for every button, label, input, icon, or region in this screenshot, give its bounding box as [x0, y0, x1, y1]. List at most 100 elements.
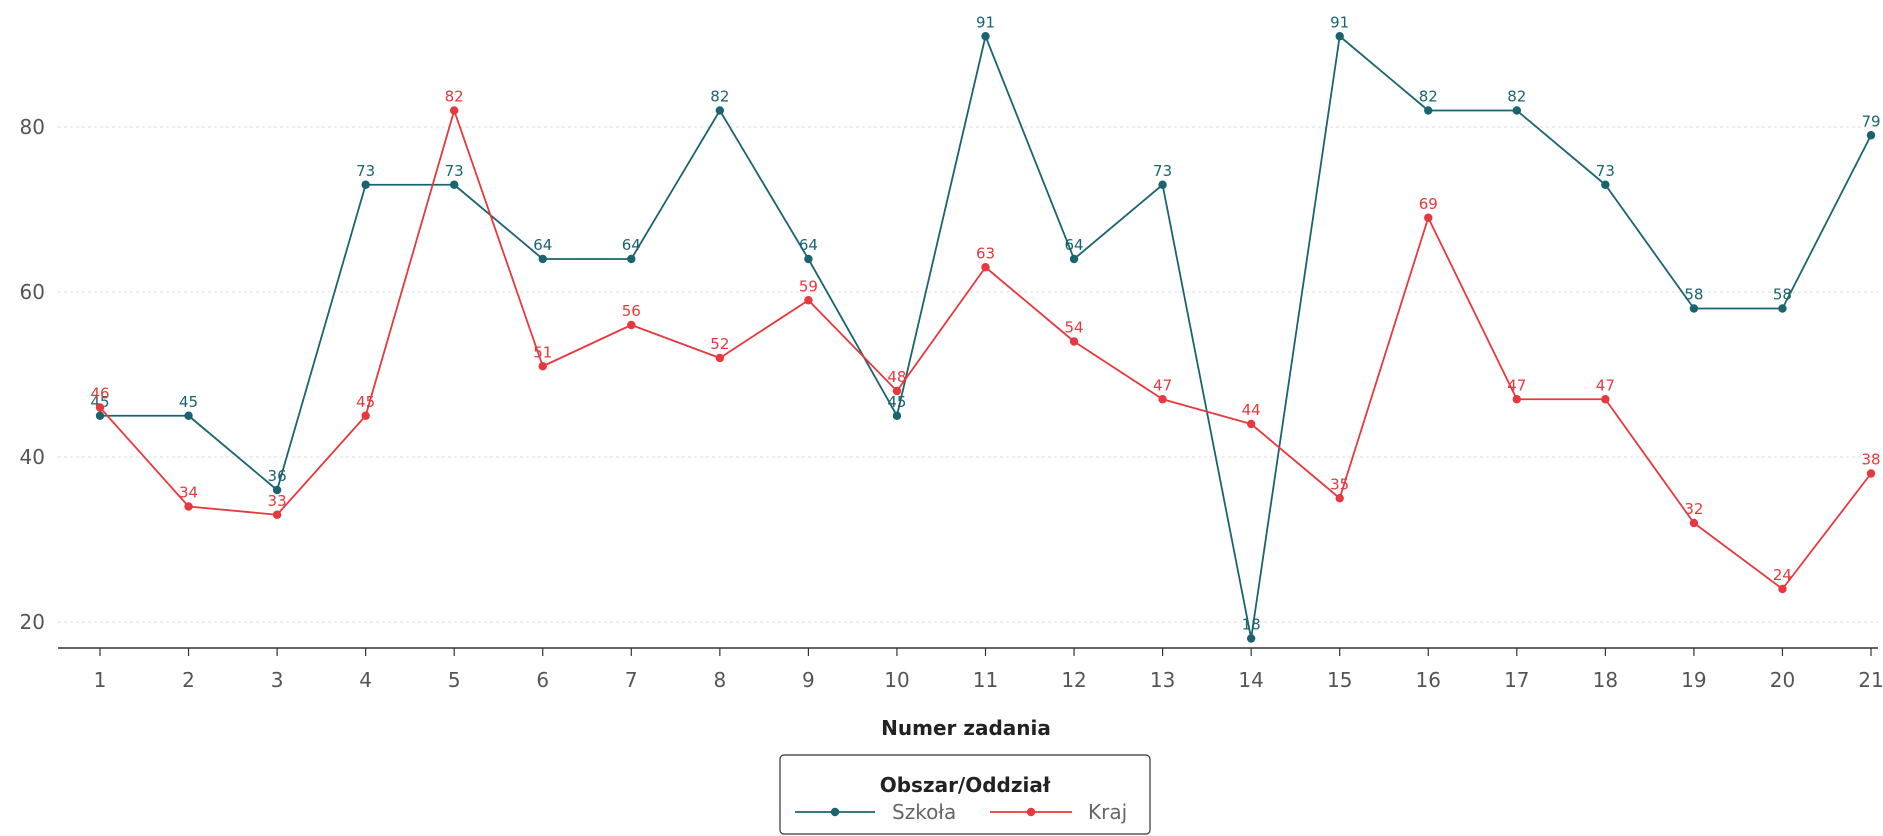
x-tick-label-7: 7	[625, 668, 638, 692]
x-tick-label-10: 10	[884, 668, 909, 692]
data-point-s2-x4	[361, 411, 370, 420]
y-tick-label-60: 60	[20, 280, 45, 304]
data-point-s1-x15	[1335, 32, 1344, 41]
data-point-s1-x14	[1246, 634, 1256, 643]
data-point-s2-x11	[981, 263, 990, 272]
data-point-s2-x14	[1246, 419, 1256, 429]
data-label-s2-x4: 45	[356, 393, 375, 411]
data-point-s2-x21	[1866, 469, 1876, 478]
data-label-s2-x21: 38	[1861, 451, 1880, 469]
x-tick-label-9: 9	[802, 668, 815, 692]
series-layer: 45 45 36 73 73 64 64 82 64 45 91 64 73 18 91 82 82 73 58 58…	[90, 13, 1881, 643]
data-point-s2-x15	[1335, 494, 1344, 503]
x-tick-label-16: 16	[1416, 668, 1441, 692]
x-tick-label-5: 5	[448, 668, 461, 692]
x-tick-label-17: 17	[1504, 668, 1529, 692]
data-point-s1-x10	[892, 411, 902, 420]
data-label-s2-x20: 24	[1773, 566, 1792, 584]
data-point-s1-x9	[804, 254, 813, 264]
data-label-s2-x6: 51	[533, 343, 552, 361]
legend-swatch-dot-1	[830, 807, 840, 817]
data-label-s2-x3: 33	[268, 492, 287, 510]
data-point-s1-x6	[538, 254, 547, 264]
y-axis-ticks: 20 40 60 80	[20, 115, 45, 634]
data-label-s2-x8: 52	[710, 335, 729, 353]
x-axis-title: Numer zadania	[881, 716, 1051, 740]
data-point-s2-x18	[1601, 395, 1610, 404]
data-point-s2-x2	[184, 502, 193, 511]
data-label-s1-x9: 64	[799, 236, 818, 254]
data-point-s1-x19	[1689, 304, 1699, 313]
data-point-s2-x6	[538, 362, 547, 371]
data-label-s2-x10: 48	[887, 368, 906, 386]
data-label-s1-x4: 73	[356, 162, 375, 180]
data-label-s1-x7: 64	[622, 236, 641, 254]
data-label-s1-x17: 82	[1507, 88, 1526, 106]
data-label-s2-x5: 82	[445, 88, 464, 106]
data-point-s2-x16	[1424, 213, 1433, 222]
data-point-s1-x18	[1601, 180, 1610, 189]
x-tick-label-20: 20	[1770, 668, 1795, 692]
legend-label-1: Szkoła	[892, 800, 956, 824]
x-tick-label-13: 13	[1150, 668, 1175, 692]
legend: Obszar/Oddział Szkoła Kraj	[779, 754, 1151, 835]
legend-swatch-dot-2	[1026, 807, 1036, 817]
x-tick-label-8: 8	[713, 668, 726, 692]
x-tick-label-3: 3	[271, 668, 284, 692]
data-label-s1-x18: 73	[1596, 162, 1615, 180]
data-point-s2-x10	[892, 386, 902, 396]
data-point-s2-x3	[272, 510, 282, 519]
data-label-s1-x12: 64	[1065, 236, 1084, 254]
x-tick-label-14: 14	[1238, 668, 1263, 692]
data-label-s2-x11: 63	[976, 244, 995, 262]
data-label-s1-x21: 79	[1861, 112, 1880, 130]
data-label-s2-x13: 47	[1153, 376, 1172, 394]
data-point-s2-x7	[627, 320, 636, 330]
x-tick-label-21: 21	[1858, 668, 1883, 692]
data-label-s1-x14: 18	[1242, 616, 1261, 634]
x-tick-label-2: 2	[182, 668, 195, 692]
data-label-s2-x17: 47	[1507, 376, 1526, 394]
data-point-s2-x5	[450, 106, 459, 115]
data-label-s2-x15: 35	[1330, 475, 1349, 493]
legend-items: Szkoła Kraj	[795, 800, 1127, 824]
data-point-s2-x19	[1689, 518, 1699, 528]
data-label-s2-x7: 56	[622, 302, 641, 320]
data-point-s1-x16	[1424, 106, 1433, 115]
data-point-s1-x11	[981, 32, 990, 41]
data-point-s2-x8	[715, 353, 725, 363]
data-label-s1-x10: 45	[887, 393, 906, 411]
data-label-s2-x9: 59	[799, 277, 818, 295]
data-label-s1-x2: 45	[179, 393, 198, 411]
data-point-s1-x21	[1866, 131, 1876, 140]
y-tick-label-40: 40	[20, 445, 45, 469]
data-point-s1-x13	[1158, 180, 1167, 189]
x-tick-label-18: 18	[1593, 668, 1618, 692]
data-label-s1-x8: 82	[710, 88, 729, 106]
data-label-s1-x19: 58	[1684, 286, 1703, 304]
data-point-s2-x9	[804, 296, 813, 305]
data-point-s1-x20	[1778, 304, 1787, 313]
data-point-s1-x17	[1512, 106, 1522, 115]
data-label-s1-x20: 58	[1773, 286, 1792, 304]
data-label-s1-x6: 64	[533, 236, 552, 254]
data-label-s2-x12: 54	[1065, 319, 1084, 337]
legend-title: Obszar/Oddział	[880, 773, 1051, 797]
x-tick-label-6: 6	[536, 668, 549, 692]
x-axis-ticks: 1 2 3 4 5 6 7 8 9 10 11 12 13 14 15 16 17 18 19 20 21	[94, 648, 1883, 692]
data-label-s1-x11: 91	[976, 13, 995, 31]
data-label-s1-x3: 36	[268, 467, 287, 485]
y-gridlines	[58, 126, 1878, 623]
data-label-s2-x1: 46	[90, 385, 109, 403]
x-tick-label-12: 12	[1061, 668, 1086, 692]
data-point-s1-x1	[95, 411, 105, 420]
data-point-s2-x20	[1778, 584, 1787, 594]
data-point-s1-x7	[627, 254, 636, 264]
x-tick-label-19: 19	[1681, 668, 1706, 692]
series-2: 46 34 33 45 82 51 56 52 59 48 63 54 47 44 35 69 47 47 32 24…	[90, 88, 1881, 594]
data-label-s2-x16: 69	[1419, 195, 1438, 213]
data-point-s1-x3	[272, 485, 282, 495]
data-label-s2-x2: 34	[179, 484, 198, 502]
data-point-s2-x17	[1512, 395, 1522, 404]
